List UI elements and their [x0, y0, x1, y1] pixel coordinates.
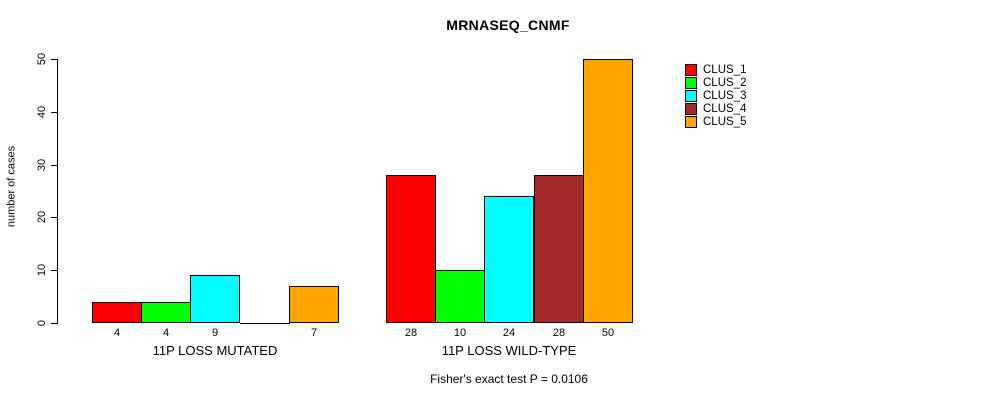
y-axis-tick-label: 0 [36, 319, 48, 327]
bar-clus_4-group2 [534, 175, 584, 323]
bar-clus_5-group2 [583, 59, 633, 323]
legend-swatch-icon [685, 64, 697, 76]
legend-item-clus_3: CLUS_3 [685, 90, 746, 102]
legend-label: CLUS_5 [703, 116, 747, 128]
y-axis-tick [51, 165, 57, 166]
bar-clus_2-group1 [141, 302, 191, 323]
bar-clus_4-group1-zero [240, 323, 290, 324]
x-group-label-2: 11P LOSS WILD-TYPE [441, 343, 577, 358]
bar-value-label: 28 [552, 327, 566, 339]
bar-clus_3-group1 [190, 275, 240, 323]
bar-clus_1-group1 [92, 302, 142, 323]
bar-value-label: 50 [601, 327, 615, 339]
y-axis-tick-label: 30 [36, 158, 48, 172]
y-axis-tick-label: 40 [36, 105, 48, 119]
bar-value-label: 9 [211, 327, 219, 339]
bar-clus_2-group2 [435, 270, 485, 323]
bar-value-label: 7 [310, 327, 318, 339]
bar-clus_3-group2 [484, 196, 534, 323]
y-axis-tick [51, 112, 57, 113]
y-axis-tick [51, 59, 57, 60]
bar-value-label: 24 [502, 327, 516, 339]
legend-item-clus_1: CLUS_1 [685, 64, 746, 76]
fisher-test-annotation: Fisher's exact test P = 0.0106 [430, 372, 588, 386]
chart-title: MRNASEQ_CNMF [446, 17, 570, 33]
legend-swatch-icon [685, 77, 697, 89]
bar-value-label: 4 [113, 327, 121, 339]
x-group-label-1: 11P LOSS MUTATED [152, 343, 278, 358]
legend-item-clus_5: CLUS_5 [685, 116, 746, 128]
legend-label: CLUS_4 [703, 103, 747, 115]
y-axis-tick-label: 20 [36, 210, 48, 224]
y-axis-tick [51, 323, 57, 324]
legend-swatch-icon [685, 116, 697, 128]
y-axis-line [57, 59, 58, 324]
y-axis-tick-label: 10 [36, 263, 48, 277]
y-axis-label: number of cases [5, 145, 18, 228]
bar-value-label: 28 [404, 327, 418, 339]
legend: CLUS_1 CLUS_2 CLUS_3 CLUS_4 CLUS_5 [685, 64, 746, 128]
legend-swatch-icon [685, 103, 697, 115]
legend-item-clus_2: CLUS_2 [685, 77, 746, 89]
bar-clus_1-group2 [386, 175, 436, 323]
bar-value-label: 10 [453, 327, 467, 339]
bar-clus_5-group1 [289, 286, 339, 323]
bar-value-label: 4 [162, 327, 170, 339]
legend-item-clus_4: CLUS_4 [685, 103, 746, 115]
y-axis-tick-label: 50 [36, 52, 48, 66]
legend-label: CLUS_1 [703, 64, 747, 76]
y-axis-tick [51, 270, 57, 271]
y-axis-tick [51, 217, 57, 218]
legend-label: CLUS_3 [703, 90, 747, 102]
legend-swatch-icon [685, 90, 697, 102]
legend-label: CLUS_2 [703, 77, 747, 89]
